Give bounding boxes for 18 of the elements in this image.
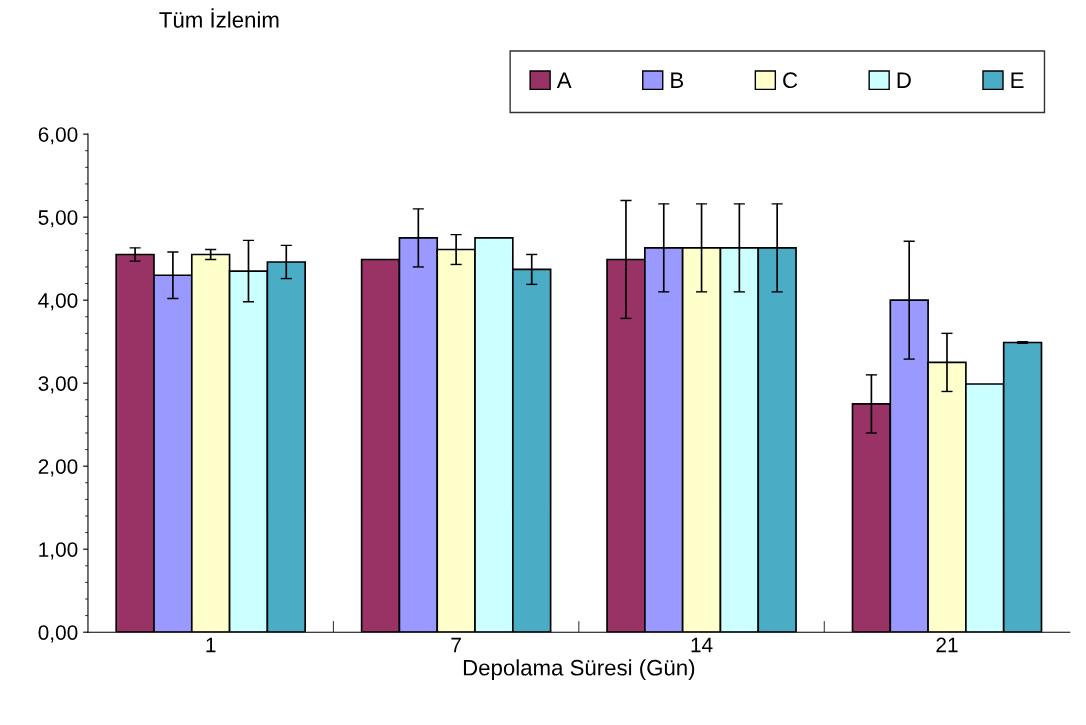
legend-label: C [783, 72, 798, 89]
legend-label: B [671, 72, 684, 88]
x-tick-label: 14 [691, 637, 713, 653]
x-tick-label: 1 [206, 637, 216, 653]
y-tick-label: 1,00 [39, 542, 78, 560]
chart-title: Tüm İzlenim [159, 8, 279, 28]
x-tick-label: 21 [936, 637, 958, 653]
legend-label: D [897, 72, 911, 88]
y-tick-label: 2,00 [38, 459, 78, 477]
x-axis-title: Depolama Süresi (Gün) [463, 659, 695, 680]
y-tick-label: 4,00 [38, 293, 78, 311]
legend-label: E [1011, 72, 1024, 88]
y-tick-label: 3,00 [38, 376, 78, 394]
x-tick-label: 7 [451, 637, 461, 653]
y-tick-label: 5,00 [38, 210, 78, 228]
legend-label: A [556, 72, 572, 88]
y-tick-label: 6,00 [38, 127, 78, 145]
y-tick-label: 0,00 [38, 625, 78, 643]
